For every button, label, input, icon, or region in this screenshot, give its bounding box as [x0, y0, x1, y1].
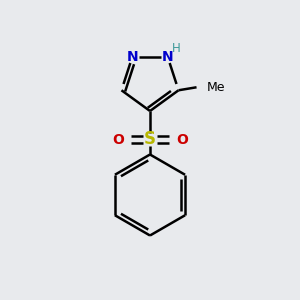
- Text: O: O: [112, 133, 124, 146]
- Text: N: N: [127, 50, 138, 64]
- Text: S: S: [144, 130, 156, 148]
- Text: O: O: [176, 133, 188, 146]
- Text: H: H: [172, 42, 181, 55]
- Text: Me: Me: [206, 81, 225, 94]
- Text: N: N: [162, 50, 173, 64]
